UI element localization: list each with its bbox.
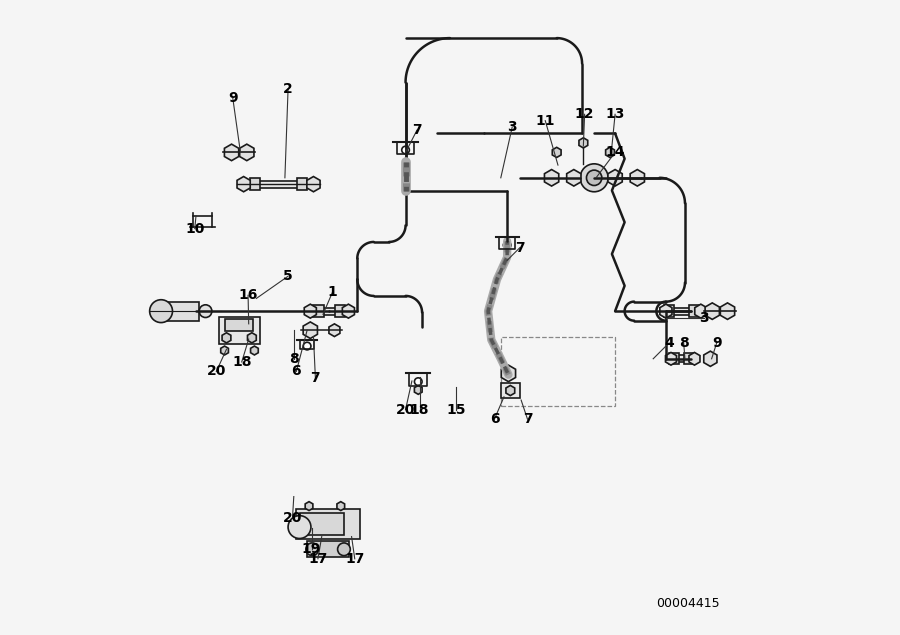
Circle shape [587,170,602,185]
Polygon shape [501,365,516,382]
Polygon shape [630,170,644,186]
Polygon shape [705,303,719,319]
Bar [219,317,260,344]
Polygon shape [307,177,320,192]
Polygon shape [237,177,250,192]
Text: 9: 9 [228,91,238,105]
Text: 4: 4 [664,336,674,350]
Text: 15: 15 [446,403,466,417]
Bar [500,337,615,406]
Polygon shape [665,352,677,365]
Text: 18: 18 [232,355,251,369]
Polygon shape [342,304,355,318]
Polygon shape [689,352,700,365]
Text: 3: 3 [699,311,709,324]
Bar [308,541,348,558]
Text: 00004415: 00004415 [656,597,720,610]
Text: 19: 19 [302,542,321,556]
Text: 12: 12 [575,107,594,121]
Text: 20: 20 [396,403,415,417]
Circle shape [414,378,422,385]
Text: 8: 8 [679,336,688,350]
Bar [161,302,199,321]
Polygon shape [305,502,313,511]
Text: 7: 7 [515,241,525,255]
Bar [250,178,260,190]
Text: 14: 14 [606,145,625,159]
Bar [297,178,307,190]
Polygon shape [220,346,229,355]
Bar [296,509,360,539]
Circle shape [199,305,212,318]
Circle shape [503,241,511,249]
Polygon shape [553,147,561,157]
Circle shape [401,146,410,154]
Text: 20: 20 [283,511,302,525]
Text: 17: 17 [308,552,328,566]
Bar [664,305,674,317]
Bar [313,305,324,317]
Polygon shape [414,385,422,394]
Text: 1: 1 [328,285,338,299]
Polygon shape [337,502,345,511]
Circle shape [303,342,310,350]
Polygon shape [695,304,707,318]
Text: 8: 8 [290,352,300,366]
Polygon shape [222,333,231,343]
Polygon shape [303,322,318,338]
Polygon shape [250,346,258,355]
Bar [300,513,344,535]
Text: 3: 3 [508,120,517,134]
Text: 7: 7 [310,371,320,385]
Text: 16: 16 [238,288,257,302]
Circle shape [338,543,350,556]
Bar [664,307,699,314]
Bar [500,382,520,399]
Polygon shape [579,138,588,148]
Text: 18: 18 [410,403,429,417]
Text: 6: 6 [490,412,500,426]
Bar [313,307,346,314]
Polygon shape [544,170,559,186]
Text: 20: 20 [207,364,226,378]
Bar [250,180,307,188]
Text: 11: 11 [536,114,555,128]
Bar [684,353,695,364]
Text: 6: 6 [292,364,302,378]
Polygon shape [304,304,316,318]
Polygon shape [239,144,254,161]
Bar [225,319,254,331]
Bar [335,305,346,317]
Polygon shape [704,351,717,366]
Polygon shape [224,144,238,161]
Polygon shape [328,324,340,337]
Bar [669,355,695,362]
Polygon shape [608,170,622,186]
Bar [669,353,680,364]
Text: 7: 7 [412,123,422,137]
Polygon shape [660,304,672,318]
Text: 10: 10 [185,222,204,236]
Text: 2: 2 [284,82,293,96]
Polygon shape [606,147,615,157]
Polygon shape [248,333,256,343]
Polygon shape [720,303,734,319]
Polygon shape [567,170,581,186]
Bar [689,305,699,317]
Text: 5: 5 [284,269,293,283]
Text: 9: 9 [712,336,722,350]
Polygon shape [506,385,515,396]
Text: 13: 13 [606,107,625,121]
Circle shape [149,300,173,323]
Text: 7: 7 [523,412,532,426]
Circle shape [580,164,608,192]
Circle shape [306,543,319,556]
Circle shape [288,516,310,538]
Text: 17: 17 [345,552,364,566]
